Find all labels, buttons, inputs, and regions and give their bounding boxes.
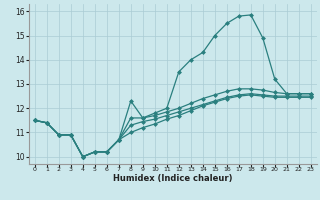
X-axis label: Humidex (Indice chaleur): Humidex (Indice chaleur): [113, 174, 233, 183]
